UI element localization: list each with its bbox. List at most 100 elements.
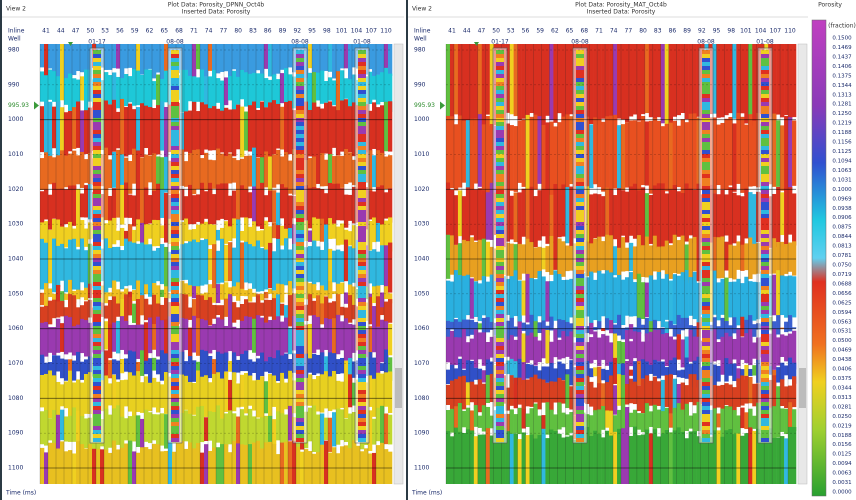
seismic-cell	[633, 427, 637, 484]
seismic-cell	[312, 241, 316, 286]
well-log-cell	[171, 326, 179, 330]
well-log-cell	[496, 122, 504, 126]
time-tick-label: 1060	[8, 325, 23, 332]
well-log-cell	[761, 78, 769, 82]
well-log-cell	[358, 306, 366, 310]
seismic-cell	[772, 438, 776, 484]
seismic-cell	[320, 189, 324, 219]
seismic-cell	[736, 279, 740, 326]
well-log-cell	[358, 158, 366, 162]
time-tick-label: 1040	[8, 256, 23, 263]
seismic-cell	[120, 250, 124, 289]
well-log-cell	[93, 286, 101, 290]
well-log-cell	[93, 226, 101, 230]
seismic-cell	[609, 320, 613, 333]
well-log-cell	[576, 430, 584, 434]
seismic-cell	[784, 276, 788, 317]
well-log-cell	[171, 374, 179, 378]
seismic-cell	[288, 44, 292, 67]
seismic-cell	[510, 375, 514, 406]
inline-tick-label: 89	[279, 28, 287, 35]
well-log-cell	[296, 410, 304, 414]
well-log-cell	[576, 194, 584, 198]
seismic-cell	[621, 124, 625, 190]
seismic-cell	[68, 416, 72, 442]
well-log-cell	[296, 98, 304, 102]
seismic-cell	[224, 372, 228, 412]
well-log-cell	[576, 354, 584, 358]
seismic-cell	[44, 152, 48, 191]
well-log-cell	[702, 98, 710, 102]
well-log-cell	[171, 418, 179, 422]
seismic-cell	[208, 326, 212, 354]
seismic-cell	[772, 406, 776, 439]
well-log-cell	[761, 346, 769, 350]
seismic-cell	[252, 44, 256, 77]
well-log-cell	[702, 434, 710, 438]
well-log-cell	[296, 338, 304, 342]
well-log-cell	[93, 382, 101, 386]
seismic-cell	[752, 324, 756, 337]
well-log-cell	[171, 114, 179, 118]
seismic-cell	[780, 408, 784, 432]
seismic-cell	[736, 241, 740, 269]
well-log-cell	[761, 230, 769, 234]
seismic-cell	[264, 44, 268, 69]
seismic-cell	[522, 432, 526, 484]
well-log-cell	[296, 142, 304, 146]
seismic-cell	[597, 44, 601, 125]
well-log-cell	[171, 386, 179, 390]
seismic-cell	[280, 73, 284, 103]
seismic-cell	[276, 44, 280, 74]
view-label: View 2	[412, 6, 432, 13]
seismic-cell	[132, 149, 136, 184]
seismic-cell	[522, 409, 526, 429]
seismic-cell	[272, 44, 276, 76]
well-log-cell	[296, 314, 304, 318]
seismic-cell	[549, 236, 553, 275]
well-log-cell	[93, 158, 101, 162]
time-tick-label: 1030	[414, 221, 429, 228]
seismic-cell	[661, 183, 665, 248]
seismic-cell	[288, 328, 292, 354]
well-log-cell	[761, 290, 769, 294]
well-log-cell	[576, 322, 584, 326]
seismic-cell	[613, 432, 617, 484]
well-log-cell	[576, 302, 584, 306]
well-log-cell	[761, 86, 769, 90]
seismic-cell	[522, 189, 526, 237]
seismic-cell	[625, 44, 629, 122]
well-log-cell	[358, 242, 366, 246]
well-log-cell	[296, 350, 304, 354]
seismic-cell	[224, 183, 228, 220]
well-log-cell	[576, 254, 584, 258]
seismic-cell	[64, 248, 68, 292]
well-log-cell	[496, 374, 504, 378]
seismic-cell	[621, 428, 625, 484]
well-log-cell	[702, 82, 710, 86]
well-log-cell	[702, 366, 710, 370]
seismic-cell	[104, 306, 108, 319]
seismic-cell	[772, 329, 776, 370]
marker-label: 995.93	[8, 102, 29, 109]
seismic-cell	[792, 193, 796, 245]
seismic-cell	[732, 246, 736, 280]
seismic-cell	[772, 275, 776, 316]
well-log-cell	[171, 298, 179, 302]
seismic-cell	[368, 453, 372, 484]
seismic-cell	[454, 379, 458, 410]
seismic-cell	[108, 415, 112, 448]
well-log-cell	[296, 274, 304, 278]
well-log-cell	[296, 390, 304, 394]
well-log-cell	[702, 194, 710, 198]
colorbar-label: 0.0875	[832, 225, 852, 231]
seismic-cell	[561, 44, 565, 123]
inline-tick-label: 110	[784, 28, 796, 35]
seismic-cell	[388, 101, 392, 151]
well-log-cell	[702, 214, 710, 218]
well-log-cell	[576, 198, 584, 202]
seismic-cell	[96, 449, 100, 484]
seismic-cell	[653, 377, 657, 406]
well-log-cell	[702, 146, 710, 150]
seismic-cell	[240, 44, 244, 73]
